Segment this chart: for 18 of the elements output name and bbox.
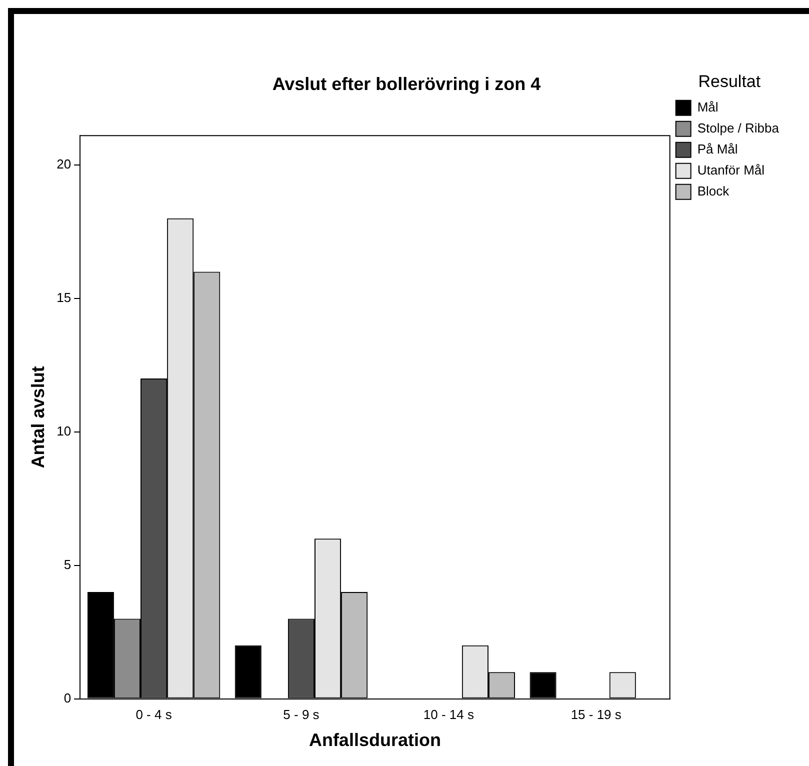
y-tick-label: 20 [56, 156, 72, 172]
legend-title: Resultat [698, 72, 761, 92]
y-tick-label: 10 [56, 423, 72, 438]
x-axis-title: Anfallsduration [308, 730, 441, 750]
y-tick-label: 5 [64, 556, 72, 572]
x-tick-label: 5 - 9 s [283, 707, 320, 722]
legend-label: Block [697, 183, 730, 198]
y-axis-title: Antal avslut [28, 366, 48, 468]
legend-label: Utanför Mål [697, 162, 765, 178]
x-tick-label: 0 - 4 s [136, 707, 172, 722]
legend-label: På Mål [697, 141, 738, 156]
x-tick-label: 10 - 14 s [423, 707, 474, 722]
chart-title: Avslut efter bollerövring i zon 4 [272, 74, 541, 94]
y-tick-label: 15 [56, 290, 72, 305]
y-tick-label: 0 [64, 690, 72, 706]
x-tick-label: 15 - 19 s [570, 707, 622, 722]
legend-label: Mål [697, 99, 718, 114]
legend-label: Stolpe / Ribba [697, 120, 780, 136]
